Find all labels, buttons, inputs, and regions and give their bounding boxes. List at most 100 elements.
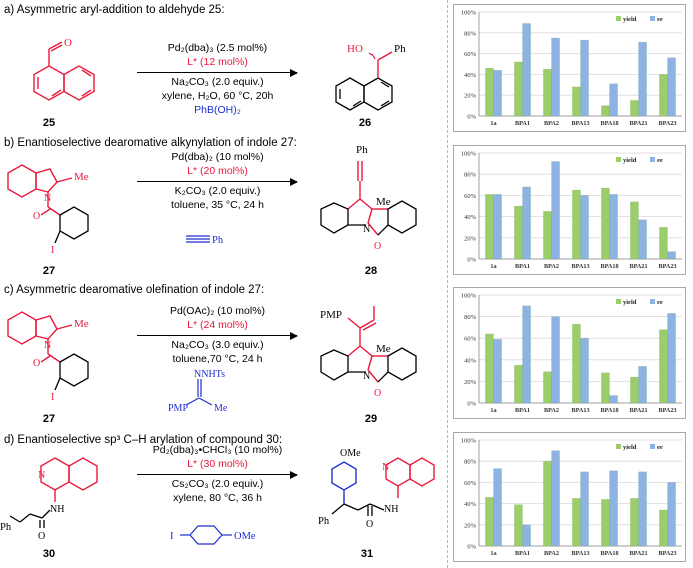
bar-ee bbox=[522, 186, 531, 260]
y-tick-label: 20% bbox=[464, 235, 477, 242]
bar-yield bbox=[485, 496, 494, 547]
bar-yield bbox=[485, 194, 494, 260]
chart-a: 0% 20% 40% 60% 80% 100% 1a BPA1 BPA2 BPA13 BPA18 BP… bbox=[453, 4, 686, 132]
reaction-arrow-d bbox=[137, 470, 298, 479]
bar-yield bbox=[514, 364, 523, 404]
product-28-n-label: N bbox=[363, 224, 370, 235]
bar-ee bbox=[522, 524, 531, 547]
x-tick-label: BPA21 bbox=[629, 120, 647, 127]
bar-ee bbox=[551, 37, 560, 117]
indole-27-n-label: N bbox=[44, 193, 51, 204]
legend-swatch-yield bbox=[616, 157, 621, 162]
product-29-n-label: N bbox=[363, 371, 370, 382]
bar-ee bbox=[667, 57, 676, 117]
x-tick-label: BPA1 bbox=[515, 120, 530, 127]
scheme-c: c) Asymmetric dearomative olefination of… bbox=[0, 280, 440, 430]
bar-yield bbox=[659, 509, 668, 547]
y-tick-label: 60% bbox=[464, 480, 477, 487]
x-tick-label: BPA2 bbox=[544, 550, 559, 557]
compound-28-label: 28 bbox=[364, 265, 378, 277]
scheme-a-title: a) Asymmetric aryl-addition to aldehyde … bbox=[4, 4, 225, 16]
indole-27-structure-c: Me N O I bbox=[7, 311, 89, 403]
bar-yield bbox=[630, 376, 639, 404]
y-tick-label: 100% bbox=[461, 293, 477, 300]
scheme-b-conditions-top: Pd(dba)₂ (10 mol%) L* (20 mol%) bbox=[171, 151, 264, 177]
x-tick-label: BPA18 bbox=[600, 263, 618, 270]
x-tick-label: 1a bbox=[490, 550, 496, 557]
bar-ee bbox=[493, 69, 502, 117]
legend-swatch-ee bbox=[650, 299, 655, 304]
product-31-nh-label: NH bbox=[384, 504, 398, 515]
y-tick-label: 0% bbox=[467, 257, 476, 264]
indole-27c-o-label: O bbox=[33, 358, 40, 369]
y-tick-label: 40% bbox=[464, 501, 477, 508]
bar-ee bbox=[609, 194, 618, 260]
scheme-d: d) Enantioselective sp³ C–H arylation of… bbox=[0, 430, 440, 568]
x-tick-label: 1a bbox=[490, 120, 496, 127]
product-28-ph-label: Ph bbox=[356, 144, 368, 156]
y-tick-label: 100% bbox=[461, 10, 477, 17]
x-tick-label: BPA23 bbox=[658, 120, 676, 127]
compound-30-label: 30 bbox=[42, 548, 56, 560]
y-tick-label: 40% bbox=[464, 357, 477, 364]
legend-label-yield: yield bbox=[623, 157, 637, 164]
product-31-o-label: O bbox=[366, 519, 373, 530]
chart-d-svg: 0% 20% 40% 60% 80% 100% 1a BPA1 BPA2 BPA13 BPA18 BP… bbox=[453, 432, 686, 562]
indole-27c-i-label: I bbox=[51, 392, 54, 403]
product-31-n-label: N bbox=[382, 462, 389, 473]
phenylacetylene-reagent: Ph bbox=[186, 235, 224, 246]
x-tick-label: BPA21 bbox=[629, 550, 647, 557]
scheme-d-title: d) Enantioselective sp³ C–H arylation of… bbox=[4, 434, 283, 446]
product-29-o-label: O bbox=[374, 388, 381, 399]
product-29-structure: PMP Me N O bbox=[320, 306, 417, 399]
chart-a-svg: 0% 20% 40% 60% 80% 100% 1a BPA1 BPA2 BPA13 BPA18 BP… bbox=[453, 4, 686, 132]
scheme-a-conditions-bottom: Na₂CO₃ (2.0 equiv.) xylene, H₂O, 60 °C, … bbox=[161, 76, 274, 116]
chart-c-svg: 0% 20% 40% 60% 80% 100% 1a BPA1 BPA2 BPA13 BPA18 BP… bbox=[453, 287, 686, 419]
x-tick-label: BPA18 bbox=[600, 120, 618, 127]
scheme-b-title: b) Enantioselective dearomative alkynyla… bbox=[4, 137, 297, 149]
compound-25-label: 25 bbox=[42, 117, 56, 129]
chart-d: 0% 20% 40% 60% 80% 100% 1a BPA1 BPA2 BPA13 BPA18 BP… bbox=[453, 432, 686, 562]
amide-30-o-label: O bbox=[38, 531, 45, 542]
legend-label-yield: yield bbox=[623, 299, 637, 306]
scheme-b: b) Enantioselective dearomative alkynyla… bbox=[0, 135, 440, 280]
y-tick-label: 80% bbox=[464, 172, 477, 179]
y-tick-label: 0% bbox=[467, 401, 476, 408]
iodoanisole-reagent: I OMe bbox=[170, 525, 256, 545]
product-31-ome-label: OMe bbox=[340, 448, 361, 459]
legend-swatch-ee bbox=[650, 16, 655, 21]
y-tick-label: 60% bbox=[464, 193, 477, 200]
bar-ee bbox=[551, 316, 560, 404]
y-tick-label: 80% bbox=[464, 459, 477, 466]
legend-label-ee: ee bbox=[657, 444, 663, 451]
bar-yield bbox=[601, 105, 610, 117]
compound-31-label: 31 bbox=[360, 548, 374, 560]
y-tick-label: 80% bbox=[464, 314, 477, 321]
x-tick-label: BPA13 bbox=[571, 120, 589, 127]
scheme-c-conditions-bottom: Na₂CO₃ (3.0 equiv.) toluene,70 °C, 24 h bbox=[171, 339, 264, 365]
amide-30-nh-label: NH bbox=[50, 504, 64, 515]
bar-yield bbox=[630, 201, 639, 260]
product-28-o-label: O bbox=[374, 241, 381, 252]
reaction-arrow-b bbox=[137, 177, 298, 186]
hydrazone-reagent: NNHTs PMP Me bbox=[168, 369, 228, 414]
bar-yield bbox=[630, 100, 639, 117]
bar-yield bbox=[514, 61, 523, 117]
legend-label-ee: ee bbox=[657, 16, 663, 23]
legend-swatch-ee bbox=[650, 444, 655, 449]
x-tick-label: BPA23 bbox=[658, 550, 676, 557]
y-tick-label: 100% bbox=[461, 151, 477, 158]
y-tick-label: 20% bbox=[464, 522, 477, 529]
x-tick-label: BPA2 bbox=[544, 120, 559, 127]
bar-ee bbox=[609, 470, 618, 547]
compound-27-label-b: 27 bbox=[42, 265, 56, 277]
bar-ee bbox=[493, 194, 502, 260]
indole-27-me-label: Me bbox=[74, 171, 89, 183]
x-tick-label: BPA23 bbox=[658, 407, 676, 414]
bar-ee bbox=[580, 39, 589, 117]
bar-yield bbox=[601, 187, 610, 260]
bar-yield bbox=[601, 499, 610, 547]
bar-yield bbox=[514, 504, 523, 547]
product-28-me-label: Me bbox=[376, 196, 391, 208]
x-tick-label: BPA18 bbox=[600, 407, 618, 414]
